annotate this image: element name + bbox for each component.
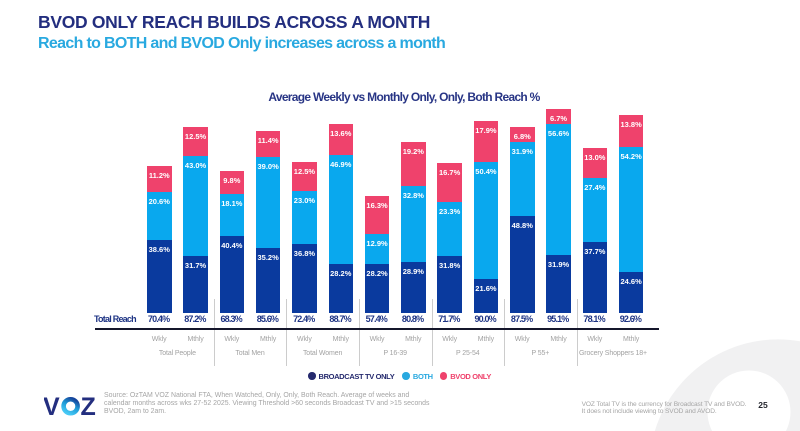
svg-text:Z: Z (80, 393, 95, 420)
svg-text:V: V (44, 393, 60, 420)
